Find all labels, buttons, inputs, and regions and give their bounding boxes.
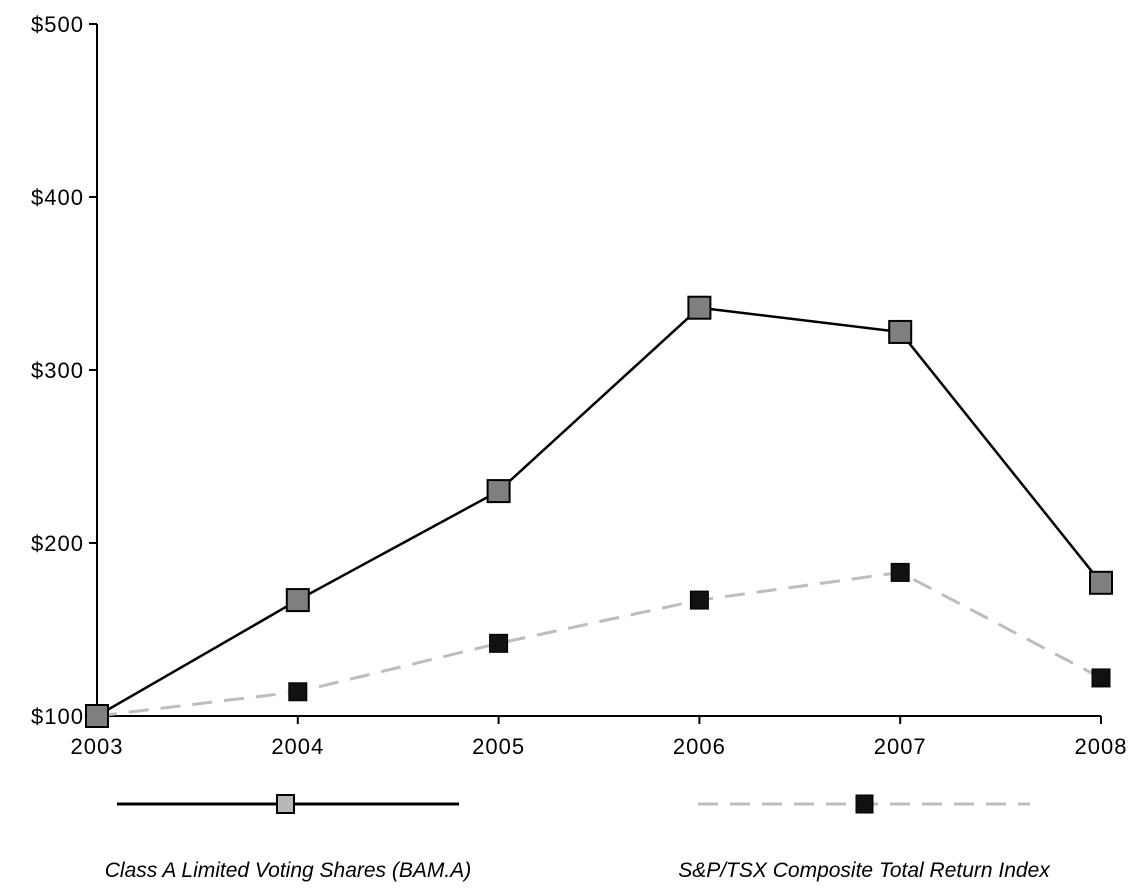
series-1-point [288, 682, 308, 702]
series-0-point [285, 588, 310, 613]
legend-label-bam: Class A Limited Voting Shares (BAM.A) [105, 859, 471, 882]
legend-item-bam: Class A Limited Voting Shares (BAM.A) [105, 794, 471, 882]
series-1-point [489, 633, 509, 653]
legend-marker-tsx [855, 794, 874, 814]
y-tick-label: $300 [31, 358, 84, 383]
x-tick-label: 2003 [71, 734, 124, 759]
ticks: $100 $200 $300 $400 $500 2003 2004 2005 2006 2007… [31, 12, 1128, 759]
axes [96, 24, 1101, 717]
series-0-point [85, 704, 109, 728]
y-tick-label: $500 [31, 12, 84, 37]
x-tick-label: 2006 [673, 734, 726, 759]
y-tick-label: $100 [31, 704, 84, 729]
y-tick-label: $400 [31, 185, 84, 210]
series-line-0 [96, 306, 1102, 718]
series-1-point [1091, 668, 1111, 688]
x-tick-label: 2005 [472, 734, 525, 759]
x-tick-label: 2007 [874, 734, 927, 759]
legend-item-tsx: S&P/TSX Composite Total Return Index [678, 794, 1051, 882]
series-line-1 [96, 570, 1102, 718]
series-lines [96, 306, 1102, 718]
legend-label-tsx: S&P/TSX Composite Total Return Index [678, 859, 1051, 882]
series-markers [85, 295, 1113, 728]
series-1-point [689, 590, 709, 610]
x-tick-label: 2004 [271, 734, 324, 759]
series-0-point [486, 479, 511, 504]
series-0-point [888, 319, 913, 344]
series-0-point [687, 295, 712, 320]
y-tick-label: $200 [31, 531, 84, 556]
legend: Class A Limited Voting Shares (BAM.A) S&… [105, 794, 1051, 882]
series-1-point [890, 562, 910, 582]
series-0-point [1089, 570, 1113, 595]
legend-marker-bam [276, 794, 295, 814]
x-tick-label: 2008 [1075, 734, 1128, 759]
